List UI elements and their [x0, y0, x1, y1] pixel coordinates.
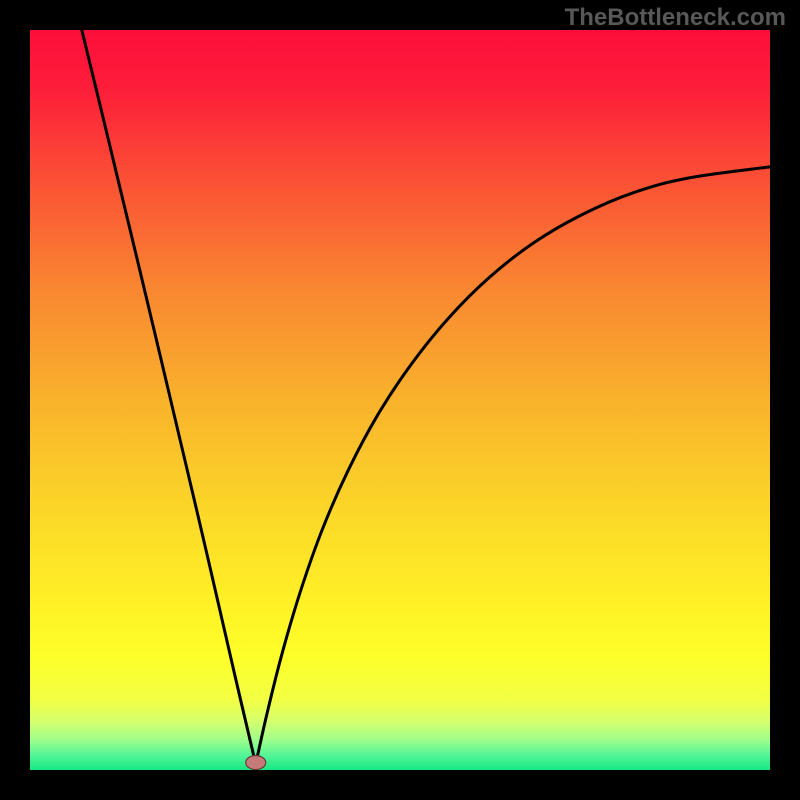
chart-container: TheBottleneck.com [0, 0, 800, 800]
gradient-background [30, 30, 770, 770]
plot-svg [30, 30, 770, 770]
watermark-text: TheBottleneck.com [565, 4, 786, 32]
optimum-marker [246, 756, 266, 770]
plot-area [30, 30, 770, 770]
